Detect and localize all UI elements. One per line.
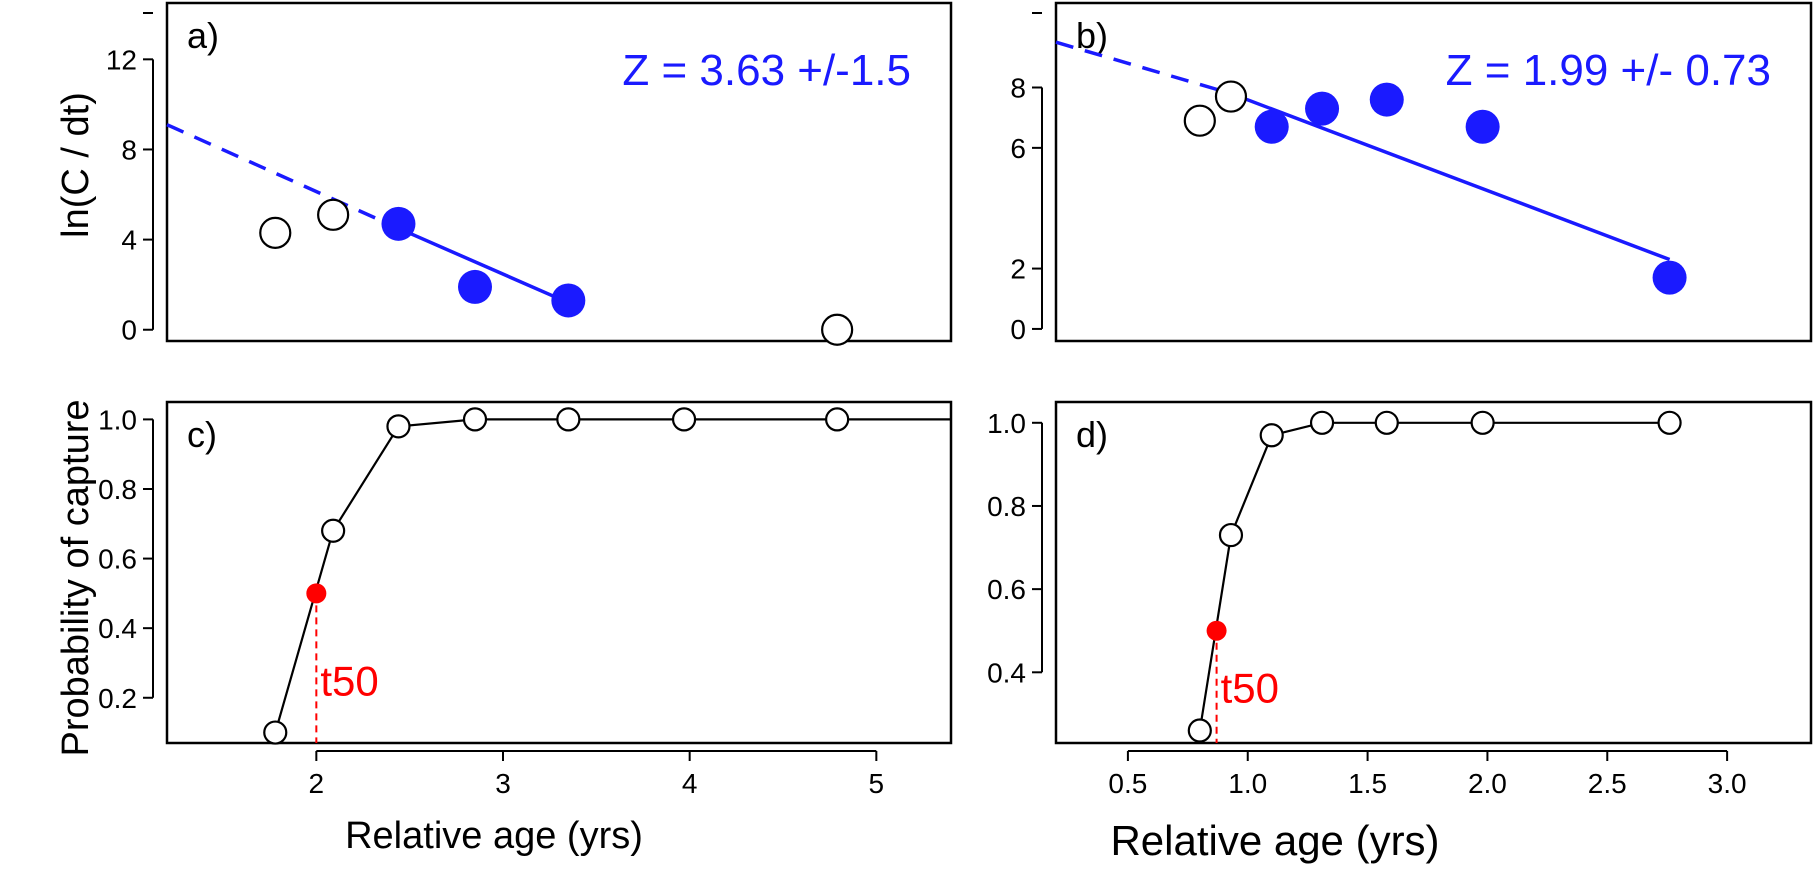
- x-tick-label: 1.5: [1348, 768, 1387, 799]
- x-tick-label: 2.5: [1588, 768, 1627, 799]
- panel-label: a): [187, 15, 219, 56]
- filled-point: [1305, 91, 1340, 126]
- t50-label: t50: [320, 657, 378, 704]
- x-tick-label: 3.0: [1708, 768, 1747, 799]
- y-tick-label: 0.8: [98, 474, 137, 505]
- panel-label: d): [1076, 414, 1108, 455]
- open-point: [821, 313, 854, 346]
- open-point: [1183, 104, 1216, 137]
- fit-line: [397, 226, 570, 305]
- plot-frame: [1054, 1, 1813, 343]
- y-tick-label: 8: [121, 134, 137, 165]
- y-tick-label: 0.4: [987, 657, 1026, 688]
- curve-point: [1187, 718, 1212, 743]
- x-tick-label: 1.0: [1228, 768, 1267, 799]
- y-tick-label: 2: [1010, 254, 1026, 285]
- panel-label: b): [1076, 15, 1108, 56]
- curve-point: [556, 407, 581, 432]
- ylabel-bottom: Probability of capture: [55, 400, 97, 757]
- plot-frame: [165, 400, 953, 745]
- plot-frame: [165, 1, 953, 343]
- open-point: [317, 198, 350, 231]
- y-tick-label: 0: [121, 315, 137, 346]
- y-tick-label: 0.8: [987, 491, 1026, 522]
- curve-point: [321, 518, 346, 543]
- y-tick-label: 0.6: [98, 544, 137, 575]
- panel-b: 0 2 6 8 b) Z = 1.99 +/- 0.73: [1010, 1, 1813, 345]
- y-tick-label: 6: [1010, 133, 1026, 164]
- x-tick-label: 3: [495, 768, 511, 799]
- z-annotation: Z = 3.63 +/-1.5: [622, 46, 911, 95]
- filled-point: [1465, 109, 1500, 144]
- panel-d: 0.4 0.6 0.8 1.0 0.5 1.0 1.5 2.0 2.5 3.0 d) t50: [987, 400, 1813, 799]
- panel-label: c): [187, 414, 217, 455]
- curve-point: [263, 720, 288, 745]
- curve-point: [1309, 410, 1335, 435]
- curve-point: [1259, 423, 1284, 448]
- x-tick-label: 5: [869, 768, 885, 799]
- panel-c: 0.2 0.4 0.6 0.8 1.0 2 3 4 5 c) t50: [98, 400, 953, 799]
- open-point: [1214, 80, 1248, 113]
- curve-point: [462, 407, 488, 432]
- curve-point: [1657, 410, 1682, 435]
- y-tick-label: 0: [1010, 314, 1026, 345]
- x-tick-label: 2: [309, 768, 325, 799]
- y-tick-label: 0.2: [98, 683, 137, 714]
- y-tick-label: 0.4: [98, 613, 137, 644]
- filled-point: [381, 206, 416, 241]
- panel-a: 0 4 8 12 a) Z = 3.63 +/-1.5: [106, 1, 953, 346]
- curve-point: [386, 414, 411, 439]
- filled-point: [1652, 260, 1687, 295]
- curve-point: [825, 407, 850, 432]
- fit-line-dashed: [166, 123, 400, 230]
- curve-point: [1470, 410, 1495, 435]
- plot-frame: [1054, 400, 1813, 745]
- z-annotation: Z = 1.99 +/- 0.73: [1446, 46, 1771, 95]
- t50-point: [306, 583, 327, 604]
- x-tick-label: 2.0: [1468, 768, 1507, 799]
- y-tick-label: 0.6: [987, 574, 1026, 605]
- t50-point: [1206, 620, 1227, 641]
- ylabel-top: ln(C / dt): [55, 92, 97, 238]
- x-tick-label: 0.5: [1108, 768, 1147, 799]
- y-tick-label: 12: [106, 44, 137, 75]
- xlabel-left: Relative age (yrs): [345, 815, 643, 857]
- curve-point: [1374, 410, 1399, 435]
- filled-point: [458, 269, 492, 304]
- curve-point: [671, 407, 697, 432]
- xlabel-right: Relative age (yrs): [1110, 817, 1439, 864]
- filled-point: [551, 283, 586, 318]
- filled-point: [1369, 82, 1404, 117]
- y-tick-label: 1.0: [987, 408, 1026, 439]
- fit-line: [1230, 91, 1671, 262]
- capture-curve: [274, 418, 951, 733]
- open-point: [259, 216, 292, 249]
- y-tick-label: 1.0: [98, 404, 137, 435]
- filled-point: [1254, 109, 1289, 144]
- curve-point: [1218, 522, 1244, 548]
- x-tick-label: 4: [682, 768, 698, 799]
- y-tick-label: 8: [1010, 73, 1026, 104]
- t50-label: t50: [1221, 665, 1279, 712]
- fit-line-dashed: [1055, 40, 1232, 96]
- y-tick-label: 4: [121, 225, 137, 256]
